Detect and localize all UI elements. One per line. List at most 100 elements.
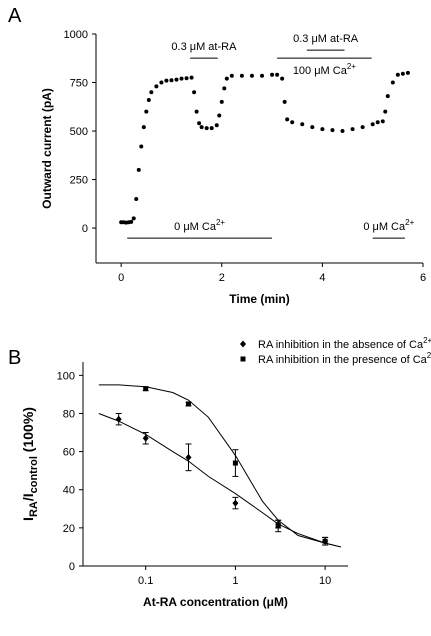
data-point bbox=[370, 122, 375, 127]
legend-marker bbox=[240, 340, 246, 348]
data-point bbox=[275, 72, 280, 77]
data-point bbox=[129, 219, 134, 224]
data-point bbox=[350, 127, 355, 132]
data-point bbox=[179, 76, 184, 81]
data-point bbox=[282, 99, 287, 104]
data-point bbox=[229, 73, 234, 78]
annotation-label: 0.3 μM at-RA bbox=[293, 33, 359, 45]
data-point bbox=[142, 434, 149, 442]
annotation-label: 0 μM Ca2+ bbox=[363, 218, 414, 233]
data-point bbox=[290, 120, 295, 125]
data-point bbox=[204, 126, 209, 131]
data-point bbox=[375, 120, 380, 125]
data-point bbox=[136, 167, 141, 172]
data-point bbox=[400, 71, 405, 76]
y-tick-label: 20 bbox=[63, 523, 75, 535]
y-tick-label: 40 bbox=[63, 485, 75, 497]
data-point bbox=[184, 76, 189, 81]
data-point bbox=[310, 125, 315, 130]
data-point bbox=[139, 144, 144, 149]
data-point bbox=[131, 216, 136, 221]
data-point bbox=[144, 109, 149, 114]
fit-curve bbox=[98, 413, 342, 548]
legend-marker bbox=[240, 356, 246, 362]
data-point bbox=[385, 94, 390, 99]
data-point bbox=[185, 453, 192, 461]
data-point bbox=[249, 73, 254, 78]
data-point bbox=[197, 121, 202, 126]
data-point bbox=[360, 125, 365, 130]
data-point bbox=[217, 113, 222, 118]
annotation-sup: 2+ bbox=[216, 218, 225, 227]
data-point bbox=[280, 76, 285, 81]
data-point bbox=[340, 129, 345, 134]
x-tick-label: 0 bbox=[118, 272, 124, 284]
data-point bbox=[224, 76, 229, 81]
data-point bbox=[159, 80, 164, 85]
data-point bbox=[405, 70, 410, 75]
data-point bbox=[380, 119, 385, 124]
y-axis-label: IRA/Icontrol (100%) bbox=[20, 407, 40, 521]
data-point bbox=[320, 127, 325, 132]
x-tick-label: 2 bbox=[219, 272, 225, 284]
data-point bbox=[115, 415, 122, 423]
x-tick-label: 6 bbox=[420, 272, 426, 284]
data-point bbox=[322, 538, 328, 544]
data-point bbox=[214, 123, 219, 128]
y-axis-label-part: (100%) bbox=[20, 407, 36, 456]
data-point bbox=[239, 73, 244, 78]
legend-label: RA inhibition in the presence of Ca2+ bbox=[258, 351, 431, 366]
annotation-sup: 2+ bbox=[405, 218, 414, 227]
y-tick-label: 80 bbox=[63, 408, 75, 420]
y-tick-label: 250 bbox=[70, 175, 88, 187]
data-point bbox=[149, 90, 154, 95]
data-point bbox=[143, 386, 149, 392]
data-point bbox=[300, 122, 305, 127]
annotation-label: 0.3 μM at-RA bbox=[171, 41, 237, 53]
y-tick-label: 750 bbox=[70, 78, 88, 90]
data-point bbox=[395, 72, 400, 77]
data-point bbox=[285, 117, 290, 122]
legend-sup: 2+ bbox=[423, 336, 431, 345]
annotation-text: 100 μM Ca bbox=[293, 65, 348, 77]
panel-label: A bbox=[8, 5, 22, 27]
y-tick-label: 0 bbox=[69, 561, 75, 573]
data-point bbox=[185, 401, 191, 407]
data-point bbox=[146, 97, 151, 102]
data-point bbox=[219, 99, 224, 104]
x-axis-label: Time (min) bbox=[229, 292, 289, 306]
x-tick-label: 10 bbox=[319, 575, 331, 587]
data-point bbox=[141, 125, 146, 130]
data-point bbox=[260, 73, 265, 78]
fit-curve bbox=[98, 384, 342, 548]
data-point bbox=[275, 523, 281, 529]
y-axis-label-part: I bbox=[20, 517, 36, 521]
y-axis-label-part: /I bbox=[20, 493, 36, 501]
data-point bbox=[134, 196, 139, 201]
data-point bbox=[232, 460, 238, 466]
legend-label: RA inhibition in the absence of Ca2+ bbox=[258, 336, 431, 351]
y-tick-label: 1000 bbox=[64, 29, 88, 41]
legend-text: RA inhibition in the absence of Ca bbox=[258, 339, 424, 351]
annotation-label: 100 μM Ca2+ bbox=[293, 62, 356, 77]
y-tick-label: 0 bbox=[82, 223, 88, 235]
annotation-label: 0 μM Ca2+ bbox=[174, 218, 225, 233]
annotation-text: 0 μM Ca bbox=[174, 221, 217, 233]
data-point bbox=[209, 126, 214, 131]
x-tick-label: 1 bbox=[232, 575, 238, 587]
data-point bbox=[330, 128, 335, 133]
legend-sup: 2+ bbox=[427, 351, 431, 360]
y-tick-label: 100 bbox=[57, 370, 75, 382]
annotation-text: 0.3 μM at-RA bbox=[293, 33, 359, 45]
data-point bbox=[383, 109, 388, 114]
annotation-text: 0.3 μM at-RA bbox=[171, 41, 237, 53]
x-tick-label: 0.1 bbox=[138, 575, 153, 587]
data-point bbox=[194, 109, 199, 114]
legend-text: RA inhibition in the presence of Ca bbox=[258, 354, 428, 366]
y-axis-label: Outward current (pA) bbox=[40, 88, 54, 209]
data-point bbox=[174, 77, 179, 82]
x-axis-label: At-RA concentration (μM) bbox=[143, 595, 288, 609]
x-tick-label: 4 bbox=[319, 272, 325, 284]
y-tick-label: 500 bbox=[70, 126, 88, 138]
